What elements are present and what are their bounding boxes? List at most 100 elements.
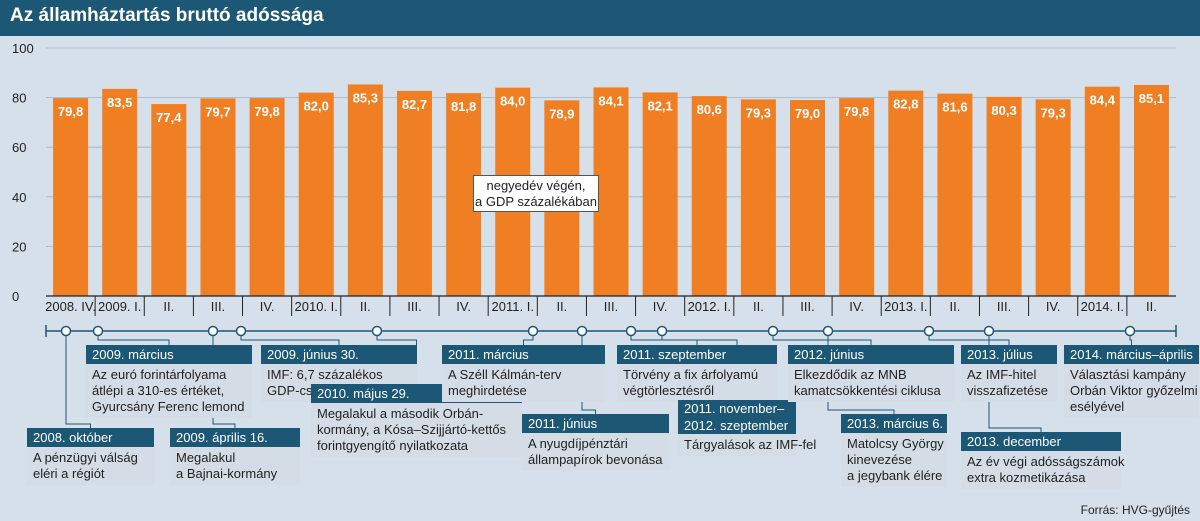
event-date: 2009. június 30.	[261, 345, 417, 364]
event-description-line: eléri a régiót	[33, 466, 105, 481]
event-marker	[656, 325, 668, 337]
event-description-line: kormány, a Kósa–Szijjártó-kettős	[317, 422, 507, 437]
event-connector	[240, 331, 340, 345]
bar	[53, 98, 89, 296]
bar	[986, 96, 1022, 296]
event-description: Megalakul a második Orbán-kormány, a Kós…	[311, 403, 522, 457]
event-date: 2009. április 16.	[170, 428, 300, 447]
x-tick-label: III.	[800, 299, 814, 314]
x-tick-label: II.	[360, 299, 371, 314]
bar-value-label: 80,6	[697, 102, 722, 117]
y-tick-label: 80	[12, 91, 26, 106]
title-bar: Az államháztartás bruttó adóssága	[0, 0, 1200, 36]
bar-value-label: 84,0	[500, 94, 525, 109]
unit-note-line-1: negyedév végén,	[486, 178, 586, 193]
x-tick-label: 2010. I.	[295, 299, 338, 314]
event-date: 2013. december	[961, 432, 1121, 451]
event-description-line: Az IMF-hitel	[967, 367, 1037, 382]
x-tick-label: IV.	[653, 299, 668, 314]
bar-value-label: 79,3	[746, 105, 771, 120]
bar-value-label: 79,7	[205, 104, 230, 119]
x-tick-label: IV.	[1046, 299, 1061, 314]
bar	[1133, 84, 1169, 296]
event-date: 2009. március	[86, 345, 252, 364]
event-description-line: Orbán Viktor győzelmi	[1070, 383, 1198, 398]
bar	[593, 87, 629, 296]
x-tick-label: 2012. I.	[688, 299, 731, 314]
event-marker	[60, 325, 72, 337]
x-tick-label: 2013. I.	[884, 299, 927, 314]
bar	[396, 90, 432, 297]
event-description-line: a Bajnai-kormány	[176, 466, 278, 481]
bar	[151, 104, 187, 296]
bar-value-label: 82,8	[893, 97, 918, 112]
event-description-line: A nyugdíjpénztári	[528, 436, 628, 451]
bar-value-label: 78,9	[549, 106, 574, 121]
bar	[937, 93, 973, 296]
bar	[347, 84, 383, 297]
bar	[249, 98, 285, 296]
bar-value-label: 83,5	[107, 95, 132, 110]
bar	[298, 92, 334, 296]
event-description: Megalakul a Bajnai-kormány	[170, 447, 300, 485]
x-tick-label: IV.	[849, 299, 864, 314]
event-description-line: esélyével	[1070, 399, 1125, 414]
event-box: 2011. március A Széll Kálmán-terv meghirde…	[442, 345, 605, 402]
bar-value-label: 77,4	[156, 110, 182, 125]
bar-value-label: 81,6	[942, 100, 967, 115]
bar-value-label: 79,3	[1041, 105, 1066, 120]
event-description: Tárgyalások az IMF-fel	[678, 434, 817, 456]
event-box: 2011. június A nyugdíjpénztári állampapíro…	[522, 414, 669, 471]
event-description: Matolcsy György kinevezése a jegybank élér…	[841, 433, 947, 487]
x-tick-label: 2011. I.	[492, 299, 534, 314]
event-description-line: Megalakul a második Orbán-	[317, 406, 484, 421]
bar-value-label: 85,1	[1139, 91, 1164, 106]
bar	[790, 100, 826, 296]
event-description: A nyugdíjpénztári állampapírok bevonása	[522, 433, 669, 471]
event-marker	[767, 325, 779, 337]
event-description: A Széll Kálmán-terv meghirdetése	[442, 364, 605, 402]
event-date: 2008. október	[27, 428, 154, 447]
bar	[888, 90, 924, 296]
bar	[691, 96, 727, 296]
event-marker	[371, 325, 383, 337]
bar-value-label: 82,1	[647, 98, 672, 113]
event-marker	[576, 325, 588, 337]
unit-note: negyedév végén, a GDP százalékában	[473, 175, 599, 212]
event-description: Az euró forintárfolyama átlépi a 310-es é…	[86, 364, 252, 418]
y-tick-label: 60	[12, 140, 26, 155]
event-marker	[822, 325, 834, 337]
event-description-line: kinevezése	[847, 452, 913, 467]
event-connector	[772, 331, 872, 345]
bar	[1035, 99, 1071, 296]
bar-value-label: 79,0	[795, 106, 820, 121]
bar-value-label: 79,8	[254, 104, 279, 119]
x-tick-label: II.	[949, 299, 960, 314]
bar-value-label: 84,1	[598, 93, 623, 108]
event-marker	[1124, 325, 1136, 337]
bar	[839, 98, 875, 296]
event-description: Az év végi adósságszámok extra kozmetikáz…	[961, 451, 1125, 489]
event-date: 2013. március 6.	[841, 414, 947, 433]
event-description-line: Tárgyalások az IMF-fel	[684, 437, 817, 452]
bar-value-label: 81,8	[451, 99, 476, 114]
source-note: Forrás: HVG-gyűjtés	[1080, 503, 1190, 517]
event-box: 2013. december Az év végi adósságszámok ex…	[961, 432, 1125, 489]
event-description-line: Gyurcsány Ferenc lemond	[92, 399, 245, 414]
chart-title: Az államháztartás bruttó adóssága	[10, 5, 324, 26]
event-connector	[97, 331, 170, 345]
event-marker	[923, 325, 935, 337]
bar	[642, 92, 678, 296]
x-tick-label: 2009. I.	[98, 299, 141, 314]
event-marker	[625, 325, 637, 337]
x-tick-label: III.	[997, 299, 1011, 314]
x-tick-label: 2008. IV.	[45, 299, 96, 314]
event-description-line: Elkezdődik az MNB	[794, 367, 907, 382]
event-description-line: extra kozmetikázása	[967, 470, 1086, 485]
event-date-line: 2011. november–	[684, 401, 785, 416]
x-tick-label: IV.	[456, 299, 471, 314]
event-connector	[1129, 331, 1132, 345]
event-description-line: Választási kampány	[1070, 367, 1186, 382]
y-tick-label: 100	[12, 41, 34, 56]
unit-note-line-2: a GDP százalékában	[475, 194, 597, 209]
